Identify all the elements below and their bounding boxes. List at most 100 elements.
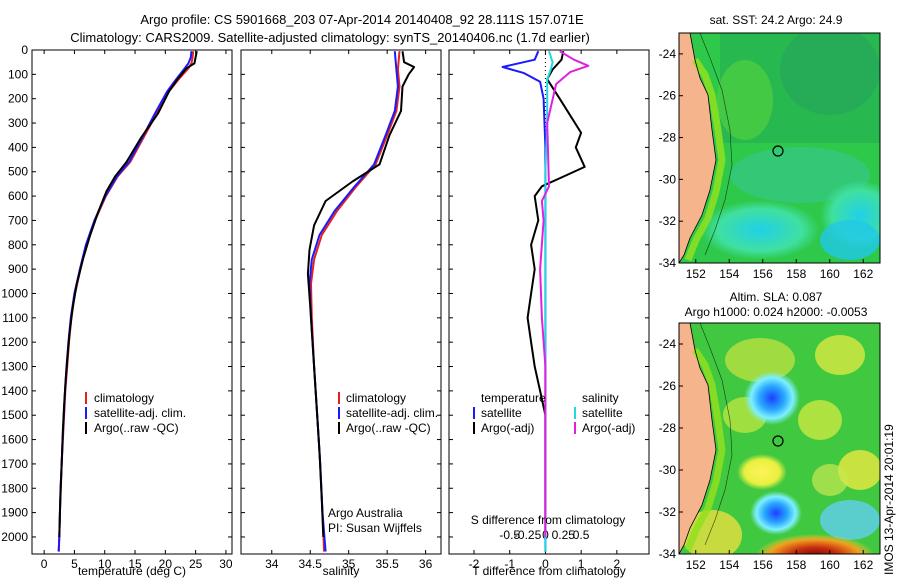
map-y-tick-label: -26 bbox=[659, 89, 677, 103]
x-tick-label: -1 bbox=[504, 557, 515, 571]
s-tick-label: 0.5 bbox=[573, 528, 590, 542]
series-line-s-argo bbox=[539, 50, 590, 537]
map-y-tick-label: -28 bbox=[659, 131, 677, 145]
x-tick-label: -2 bbox=[469, 557, 480, 571]
y-tick-label: 1000 bbox=[1, 286, 28, 300]
sla-map-frame bbox=[678, 322, 881, 555]
legend-label-satellite: satellite-adj. clim. bbox=[346, 406, 438, 420]
x-tick-label: 36 bbox=[419, 557, 433, 571]
map-y-tick-label: -28 bbox=[659, 421, 677, 435]
salinity-panel-frame bbox=[240, 49, 442, 555]
difference-legend: temperature satellite Argo(-adj) salinit… bbox=[471, 391, 636, 527]
legend-label-argo: Argo(..raw -QC) bbox=[346, 421, 431, 435]
difference-panel-frame bbox=[448, 49, 650, 555]
series-line-argo bbox=[58, 51, 198, 538]
map-x-tick-label: 154 bbox=[719, 267, 739, 281]
temperature-legend: climatology satellite-adj. clim. Argo(..… bbox=[85, 391, 186, 435]
map-x-tick-label: 160 bbox=[820, 558, 840, 572]
map-y-tick-label: -34 bbox=[659, 547, 677, 561]
x-tick-label: 35 bbox=[342, 557, 356, 571]
legend-label-climatology: climatology bbox=[346, 391, 406, 405]
argo-australia-note: Argo Australia bbox=[328, 506, 403, 520]
y-tick-label: 1600 bbox=[1, 433, 28, 447]
map-y-tick-label: -30 bbox=[659, 463, 677, 477]
series-line-argo bbox=[306, 51, 416, 538]
x-axis-label: temperature (deg C) bbox=[78, 564, 186, 578]
map-x-tick-label: 162 bbox=[853, 558, 873, 572]
x-tick-label: 2 bbox=[614, 557, 621, 571]
y-tick-label: 500 bbox=[8, 165, 28, 179]
map-x-tick-label: 160 bbox=[820, 267, 840, 281]
title-line-1: Argo profile: CS 5901668_203 07-Apr-2014… bbox=[140, 12, 584, 27]
x-tick-label: 15 bbox=[128, 557, 142, 571]
map-x-tick-label: 154 bbox=[719, 558, 739, 572]
series-line-s-satellite bbox=[544, 50, 554, 552]
temperature-panel-frame bbox=[31, 49, 233, 555]
y-tick-label: 0 bbox=[21, 43, 28, 57]
map-y-tick-label: -24 bbox=[659, 337, 677, 351]
s-tick-label: 0.25 bbox=[552, 528, 576, 542]
map-x-tick-label: 162 bbox=[853, 267, 873, 281]
map-y-tick-label: -34 bbox=[659, 256, 677, 270]
sst-map-title: sat. SST: 24.2 Argo: 24.9 bbox=[710, 13, 843, 27]
sla-map: Altim. SLA: 0.087 Argo h1000: 0.024 h200… bbox=[659, 290, 881, 572]
legend-title-temperature: temperature bbox=[481, 391, 546, 405]
legend-title-salinity: salinity bbox=[582, 391, 619, 405]
y-tick-label: 600 bbox=[8, 189, 28, 203]
s-tick-label: -0.5 bbox=[499, 528, 520, 542]
y-tick-label: 800 bbox=[8, 238, 28, 252]
imos-credit: IMOS 13-Apr-2014 20:01:19 bbox=[882, 424, 896, 575]
legend-label-satellite: satellite-adj. clim. bbox=[94, 406, 186, 420]
x-tick-label: 5 bbox=[71, 557, 78, 571]
map-x-tick-label: 158 bbox=[786, 267, 806, 281]
map-x-tick-label: 156 bbox=[753, 558, 773, 572]
pi-note: PI: Susan Wijffels bbox=[328, 521, 422, 535]
sst-map: sat. SST: 24.2 Argo: 24.9 152 154 156 158 16… bbox=[659, 13, 881, 281]
argo-float-marker bbox=[772, 145, 784, 157]
map-x-tick-label: 156 bbox=[753, 267, 773, 281]
x-axis-label: salinity bbox=[323, 564, 360, 578]
map-y-tick-label: -30 bbox=[659, 172, 677, 186]
y-tick-label: 200 bbox=[8, 92, 28, 106]
y-tick-label: 300 bbox=[8, 116, 28, 130]
y-tick-label: 1900 bbox=[1, 506, 28, 520]
x-tick-label: 0 bbox=[41, 557, 48, 571]
y-tick-label: 400 bbox=[8, 140, 28, 154]
x-tick-label: 20 bbox=[159, 557, 173, 571]
y-tick-label: 900 bbox=[8, 262, 28, 276]
map-y-tick-label: -24 bbox=[659, 47, 677, 61]
legend-label-t-satellite: satellite bbox=[481, 406, 522, 420]
x-tick-label: 0 bbox=[542, 557, 549, 571]
legend-label-t-argo: Argo(-adj) bbox=[481, 421, 534, 435]
sla-map-title-1: Altim. SLA: 0.087 bbox=[730, 290, 823, 304]
y-tick-label: 1200 bbox=[1, 335, 28, 349]
map-y-tick-label: -32 bbox=[659, 214, 677, 228]
map-x-tick-label: 152 bbox=[686, 267, 706, 281]
map-y-tick-label: -26 bbox=[659, 379, 677, 393]
x-tick-label: 34.5 bbox=[299, 557, 323, 571]
legend-label-climatology: climatology bbox=[94, 391, 154, 405]
salinity-legend: climatology satellite-adj. clim. Argo(..… bbox=[328, 391, 438, 535]
sla-map-title-2: Argo h1000: 0.024 h2000: -0.0053 bbox=[685, 305, 868, 319]
x-tick-label: 35.5 bbox=[375, 557, 399, 571]
map-x-tick-label: 152 bbox=[686, 558, 706, 572]
y-tick-label: 1300 bbox=[1, 360, 28, 374]
y-tick-label: 1100 bbox=[2, 311, 28, 325]
series-line-t-argo bbox=[526, 50, 586, 537]
temperature-plot: 0 5 10 15 20 25 30 temperature (deg C) 0 100 200 30… bbox=[1, 43, 233, 578]
argo-float-marker bbox=[772, 435, 784, 447]
x-tick-label: 10 bbox=[98, 557, 112, 571]
map-x-tick-label: 158 bbox=[786, 558, 806, 572]
legend-label-argo: Argo(..raw -QC) bbox=[94, 421, 179, 435]
x-tick-label: 1 bbox=[578, 557, 585, 571]
x-tick-label: 34 bbox=[265, 557, 279, 571]
y-tick-label: 1700 bbox=[1, 457, 28, 471]
y-tick-label: 1800 bbox=[1, 481, 28, 495]
map-y-tick-label: -32 bbox=[659, 505, 677, 519]
x-tick-label: 25 bbox=[189, 557, 203, 571]
legend-label-s-argo: Argo(-adj) bbox=[582, 421, 635, 435]
sst-map-frame bbox=[678, 32, 881, 264]
difference-plot: -2 -1 0 1 2T difference from climatology -0.5… bbox=[449, 49, 649, 578]
x-tick-label: 30 bbox=[219, 557, 233, 571]
